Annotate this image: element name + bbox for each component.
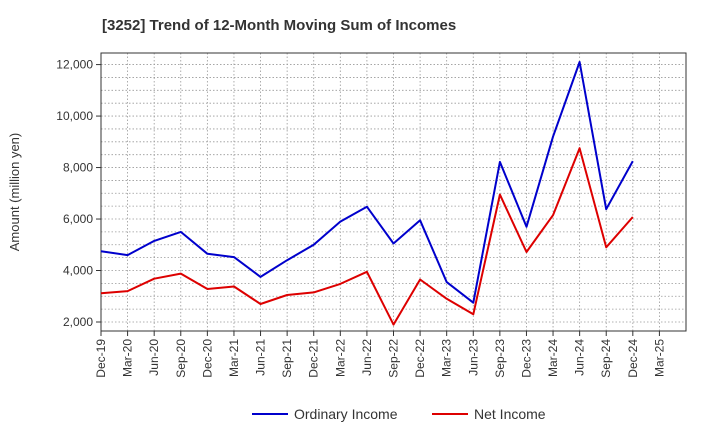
y-axis-label: Amount (million yen): [7, 133, 22, 252]
x-tick-label: Sep-22: [387, 339, 401, 378]
x-tick-label: Mar-23: [440, 339, 454, 377]
plot-area: [101, 53, 686, 331]
x-tick-label: Dec-24: [626, 339, 640, 378]
x-tick-label: Dec-19: [94, 339, 108, 378]
x-tick-label: Mar-24: [546, 339, 560, 377]
y-tick-label: 8,000: [63, 161, 93, 175]
series-layer: [100, 61, 634, 326]
x-tick-label: Mar-22: [333, 339, 347, 377]
x-tick-label: Jun-20: [147, 339, 161, 376]
y-tick-label: 12,000: [56, 58, 93, 72]
ordinary-income-legend-label: Ordinary Income: [294, 406, 398, 422]
ordinary-income-line: [100, 61, 634, 304]
x-tick-label: Mar-25: [652, 339, 666, 377]
x-tick-label: Jun-21: [254, 339, 268, 376]
y-tick-label: 6,000: [63, 212, 93, 226]
y-tick-label: 4,000: [63, 264, 93, 278]
x-tick-label: Dec-20: [200, 339, 214, 378]
x-tick-label: Sep-23: [493, 339, 507, 378]
x-tick-label: Sep-21: [280, 339, 294, 378]
x-tick-label: Mar-20: [121, 339, 135, 377]
axes: 2,000 4,000 6,000 8,000 10,000 12,000 Dec-19 Ma…: [56, 52, 687, 378]
grid: [101, 53, 687, 331]
net-income-legend-label: Net Income: [474, 406, 546, 422]
x-tick-label: Dec-21: [307, 339, 321, 378]
x-tick-label: Jun-23: [466, 339, 480, 376]
x-tick-label: Jun-22: [360, 339, 374, 376]
y-tick-label: 10,000: [56, 109, 93, 123]
net-income-line: [100, 147, 634, 326]
x-tick-label: Dec-23: [519, 339, 533, 378]
legend: Ordinary Income Net Income: [252, 406, 546, 422]
chart-title: [3252] Trend of 12-Month Moving Sum of I…: [102, 17, 456, 34]
x-tick-label: Dec-22: [413, 339, 427, 378]
x-tick-label: Sep-20: [174, 339, 188, 378]
y-tick-label: 2,000: [63, 315, 93, 329]
x-tick-label: Sep-24: [599, 339, 613, 378]
x-tick-label: Mar-21: [227, 339, 241, 377]
x-tick-label: Jun-24: [573, 339, 587, 376]
